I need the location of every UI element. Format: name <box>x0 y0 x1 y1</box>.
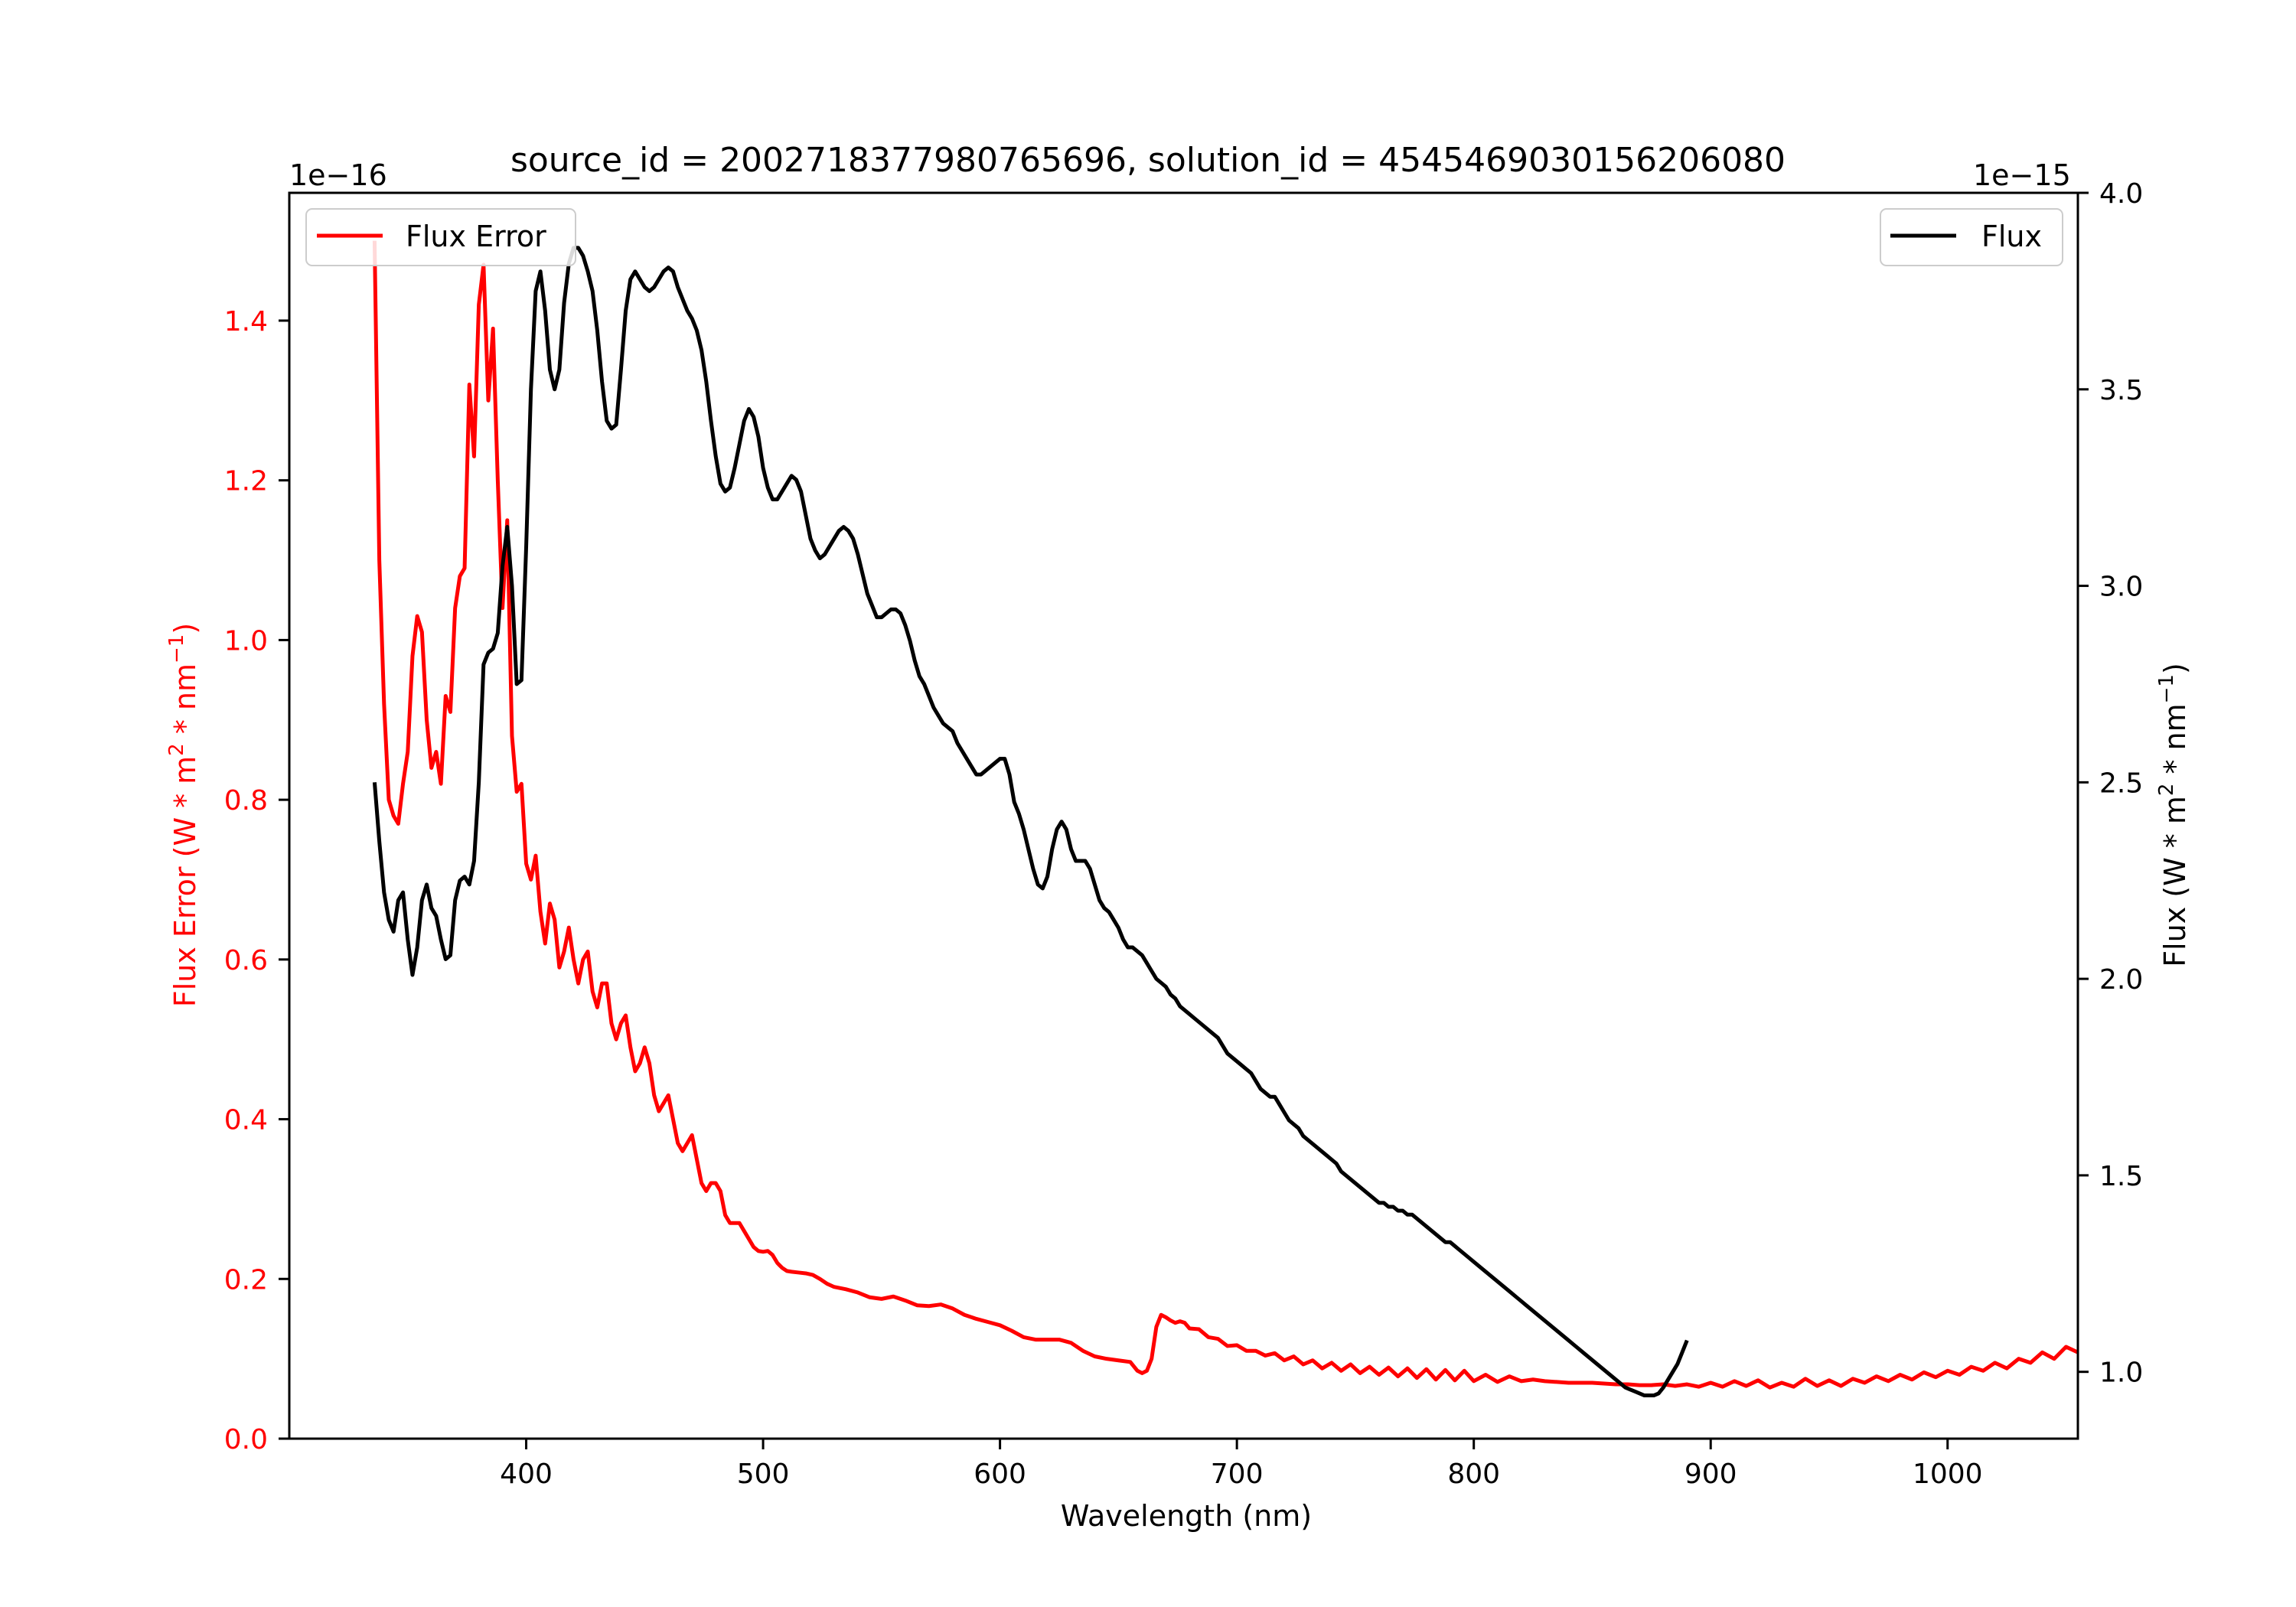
plot-area <box>288 191 2079 1440</box>
y-right-tick-label: 1.5 <box>2099 1161 2143 1192</box>
y-axis-left: 0.0 0.2 0.4 0.6 0.8 1.0 1.2 1.4 <box>224 306 289 1455</box>
legend-flux-error-label: Flux Error <box>406 220 546 253</box>
y-left-tick-label: 0.8 <box>224 785 268 817</box>
y-right-label-mid: * nm <box>2158 703 2192 783</box>
y-axis-right-label: Flux (W * m2 * nm−1) <box>2155 663 2192 967</box>
y-left-label-sup2: 2 <box>165 743 188 756</box>
y-left-tick-label: 1.0 <box>224 625 268 657</box>
y-right-label-close: ) <box>2158 663 2192 674</box>
legend-flux-error: Flux Error <box>305 208 576 266</box>
x-tick-label: 700 <box>1211 1459 1264 1490</box>
x-tick-label: 500 <box>737 1459 790 1490</box>
legend-flux: Flux <box>1880 208 2063 266</box>
y-right-label-supneg1: −1 <box>2155 674 2178 703</box>
y-right-tick-label: 2.5 <box>2099 768 2143 799</box>
y-left-label-base: Flux Error (W * m <box>168 756 202 1007</box>
y-left-tick-label: 1.2 <box>224 466 268 497</box>
chart-title: source_id = 2002718377980765696, solutio… <box>510 141 1786 180</box>
series-line-flux-error <box>372 240 2078 1390</box>
y-axis-right: 1.0 1.5 2.0 2.5 3.0 3.5 4.0 <box>2078 178 2143 1389</box>
legend-flux-label: Flux <box>1981 220 2042 253</box>
x-tick-label: 900 <box>1684 1459 1737 1490</box>
right-offset-text: 1e−15 <box>1973 158 2071 192</box>
x-axis: 400 500 600 700 800 900 1000 <box>500 1439 1983 1490</box>
y-right-tick-label: 2.0 <box>2099 964 2143 996</box>
y-left-label-close: ) <box>168 623 202 634</box>
series-line-flux <box>372 246 1689 1398</box>
plot-frame <box>288 191 2079 1440</box>
y-axis-left-label: Flux Error (W * m2 * nm−1) <box>165 623 202 1007</box>
x-tick-label: 600 <box>974 1459 1026 1490</box>
x-tick-label: 1000 <box>1913 1459 1983 1490</box>
x-axis-label: Wavelength (nm) <box>1061 1499 1312 1533</box>
y-right-tick-label: 3.5 <box>2099 375 2143 406</box>
y-left-label-supneg1: −1 <box>165 634 188 663</box>
y-right-label-sup2: 2 <box>2155 784 2178 797</box>
y-left-tick-label: 0.2 <box>224 1264 268 1296</box>
y-left-tick-label: 0.4 <box>224 1105 268 1136</box>
y-right-tick-label: 1.0 <box>2099 1358 2143 1389</box>
y-right-tick-label: 4.0 <box>2099 178 2143 210</box>
y-left-tick-label: 0.0 <box>224 1424 268 1455</box>
legend-flux-box <box>1880 208 2063 266</box>
y-left-tick-label: 0.6 <box>224 945 268 976</box>
x-tick-label: 800 <box>1447 1459 1500 1490</box>
y-right-label-base: Flux (W * m <box>2158 796 2192 967</box>
x-tick-label: 400 <box>500 1459 553 1490</box>
left-offset-text: 1e−16 <box>289 158 387 192</box>
y-left-tick-label: 1.4 <box>224 306 268 337</box>
y-right-tick-label: 3.0 <box>2099 572 2143 603</box>
y-left-label-mid: * nm <box>168 663 202 743</box>
legend-flux-error-box <box>305 208 576 266</box>
